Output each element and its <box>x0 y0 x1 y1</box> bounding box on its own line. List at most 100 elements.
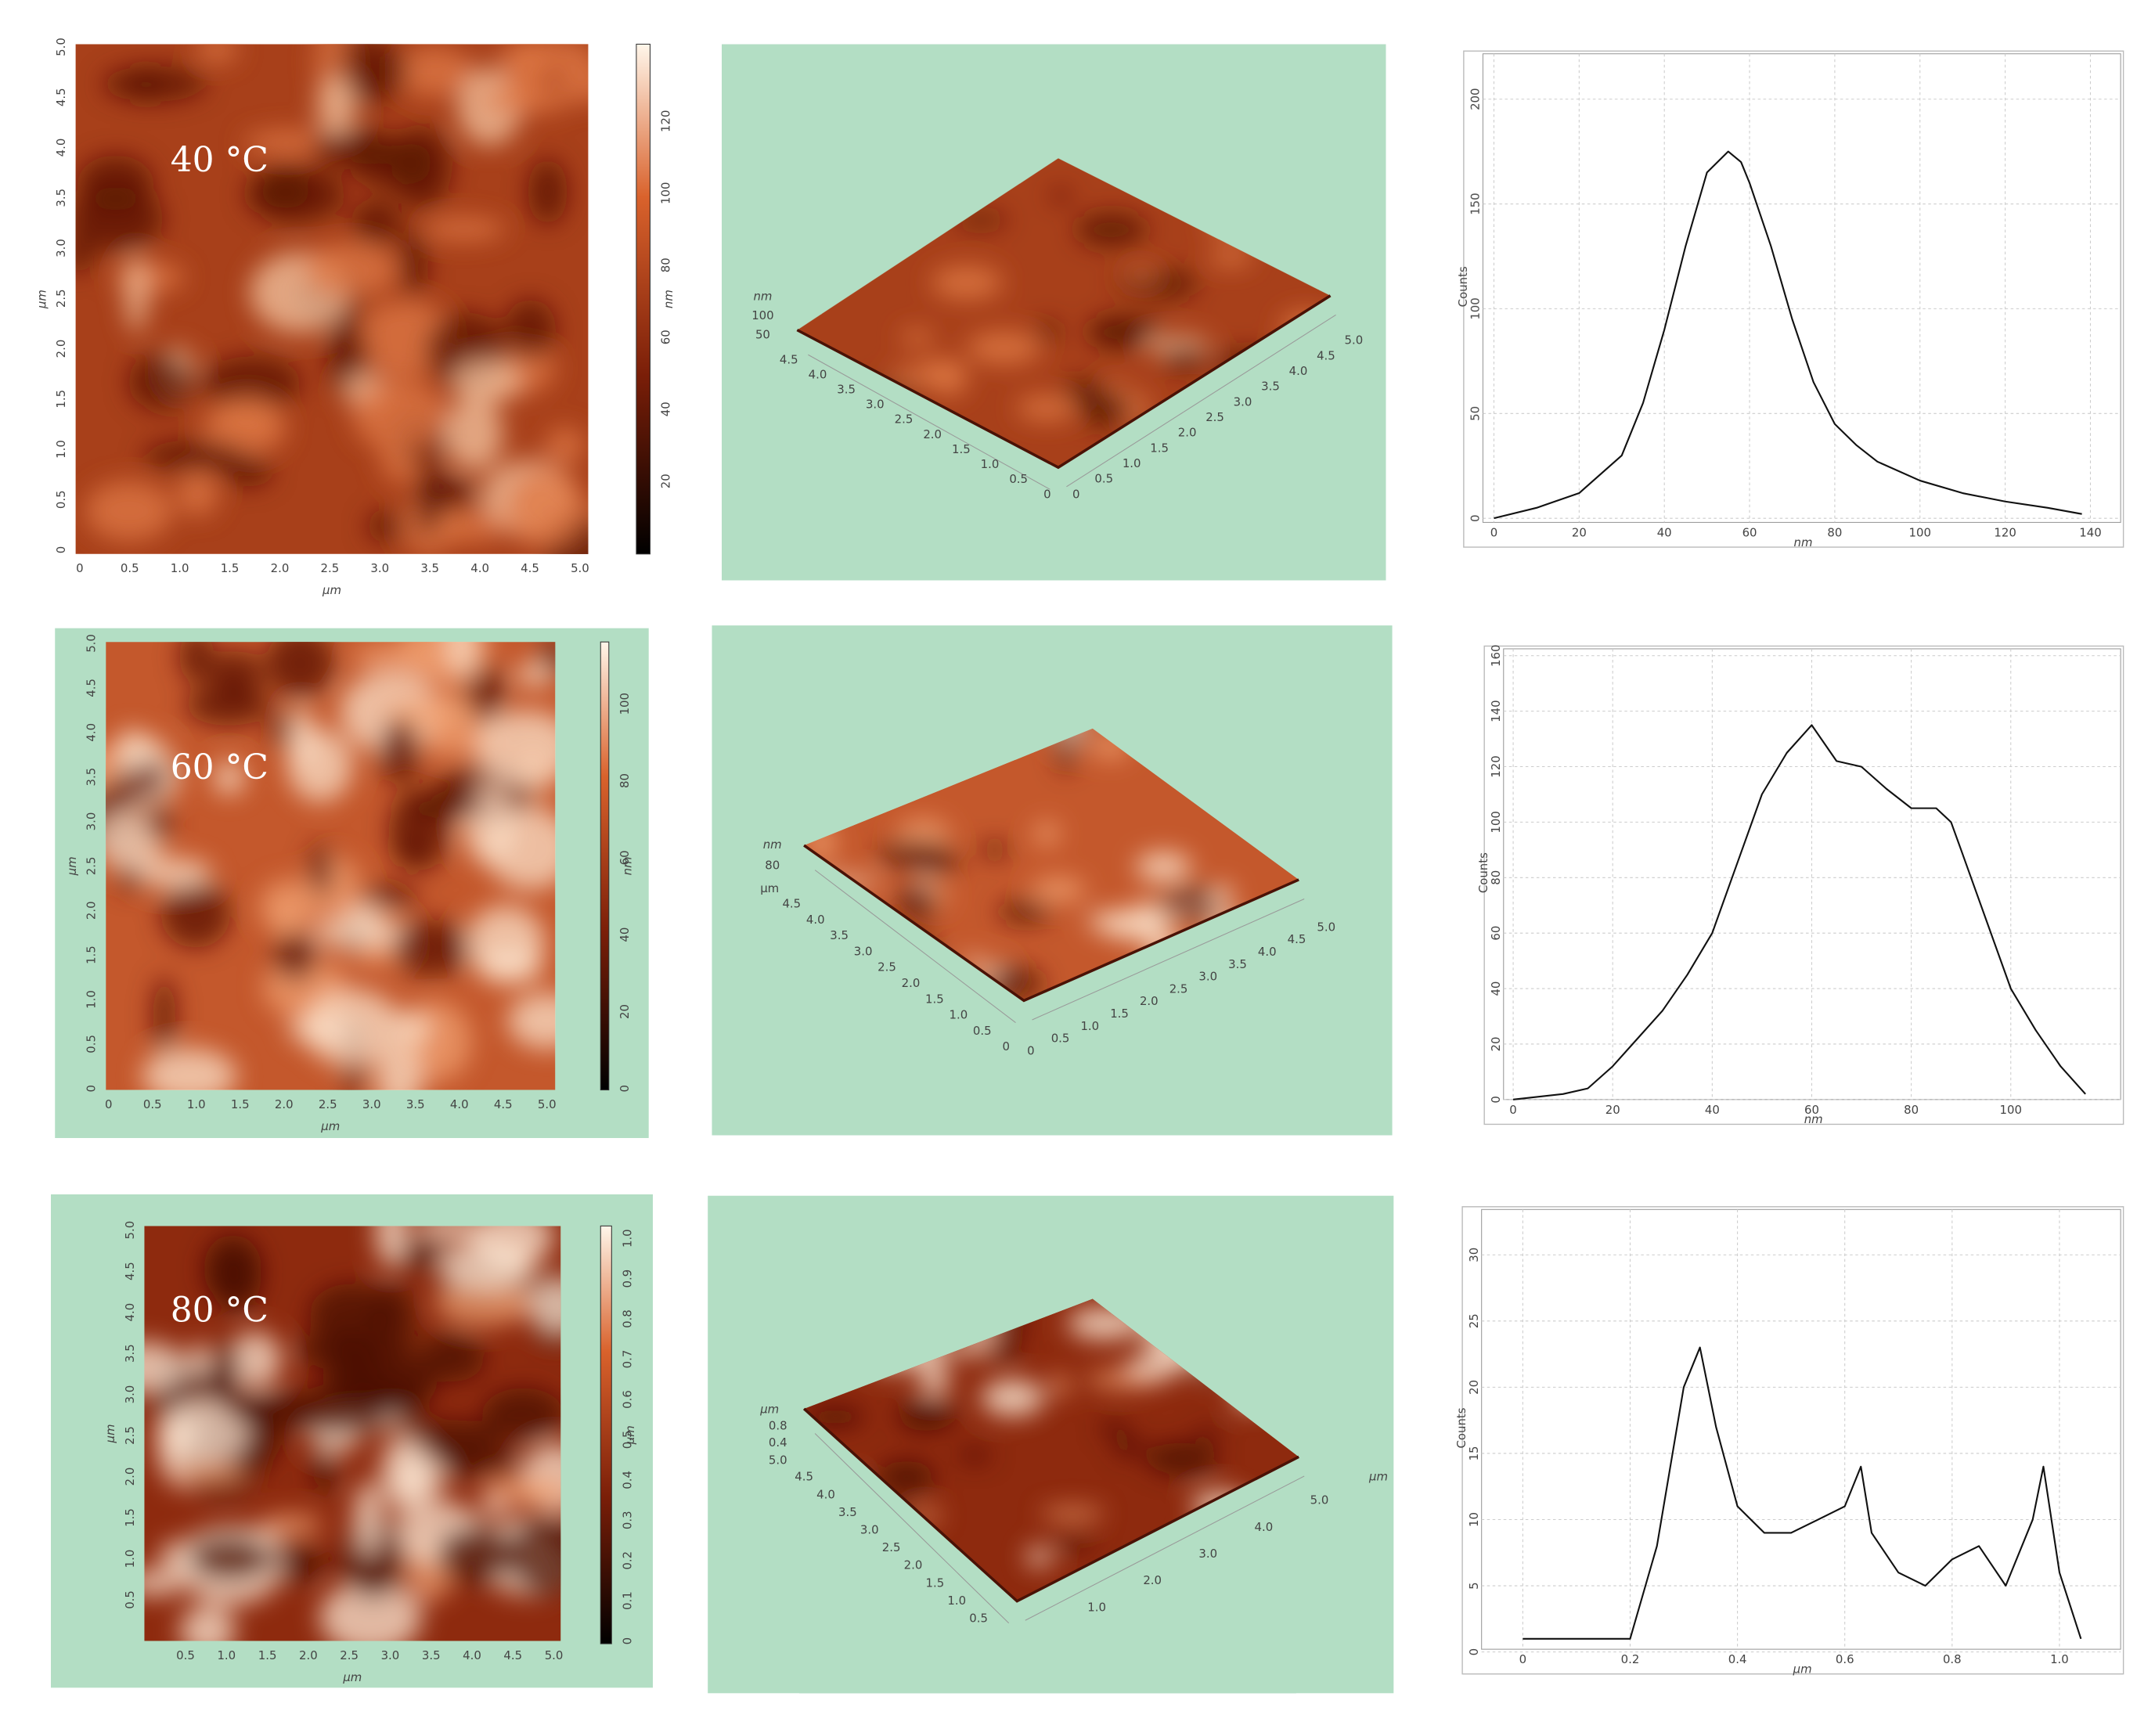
surface-blob <box>1035 321 1061 341</box>
surface-tick-label: 3.0 <box>860 1522 879 1536</box>
y-tick-label: 3.5 <box>54 189 68 207</box>
colorbar-tick-label: 100 <box>618 693 632 715</box>
surface-tick-label: 4.0 <box>1255 1520 1274 1534</box>
surface-blob <box>1076 213 1147 247</box>
y-tick-label: 3.0 <box>54 239 68 258</box>
surface-blob <box>1087 911 1144 932</box>
x-tick-label: 0.5 <box>143 1097 162 1111</box>
afm-blob <box>303 989 401 1067</box>
afm-blob <box>259 879 315 935</box>
afm-blob <box>516 662 553 687</box>
afm-blob <box>353 1481 384 1558</box>
y-tick-label: 60 <box>1489 926 1503 941</box>
y-tick-label: 2.0 <box>54 340 68 358</box>
surface-z-label: 5.0 <box>769 1453 787 1468</box>
afm-blob <box>229 1331 282 1388</box>
afm-blob <box>188 1343 212 1378</box>
afm-blob <box>557 62 589 103</box>
y-tick-label: 5.0 <box>123 1221 137 1240</box>
surface-tick-label: 2.0 <box>1178 426 1197 440</box>
y-tick-label: 0 <box>1489 1096 1503 1103</box>
afm-texture <box>75 44 589 554</box>
afm-blob <box>138 858 212 888</box>
surface-tick-label: 3.0 <box>1198 970 1217 984</box>
x-tick-label: 0 <box>105 1097 112 1111</box>
x-tick-label: 0 <box>1490 525 1497 539</box>
surface-blob <box>966 331 1042 365</box>
surface-blob <box>1016 395 1077 421</box>
colorbar-tick-label: 60 <box>618 850 632 865</box>
afm-blob <box>186 685 271 726</box>
colorbar-tick-label: 0.9 <box>620 1270 634 1288</box>
plot-area <box>1482 53 2121 523</box>
afm-blob <box>391 127 452 210</box>
temperature-label: 80 °C <box>171 1290 268 1330</box>
x-tick-label: 20 <box>1605 1103 1620 1117</box>
y-tick-label: 4.0 <box>54 139 68 157</box>
afm-texture <box>106 642 556 1090</box>
surface-tick-label: 1.0 <box>949 1008 968 1022</box>
x-tick-label: 60 <box>1804 1103 1819 1117</box>
surface-z-label: 50 <box>755 328 770 342</box>
surface-blob <box>1030 877 1087 902</box>
afm-blob <box>75 186 164 252</box>
surface-tick-label: 1.5 <box>1110 1007 1129 1021</box>
surface-blob <box>1057 740 1076 773</box>
y-tick-label: 5 <box>1467 1582 1481 1589</box>
x-tick-label: 1.0 <box>171 561 189 575</box>
colorbar-tick-label: 20 <box>618 1004 632 1019</box>
x-tick-label: 4.0 <box>450 1097 469 1111</box>
x-tick-label: 80 <box>1904 1103 1919 1117</box>
y-tick-label: 0 <box>1467 1648 1481 1655</box>
surface-blob <box>957 1448 992 1462</box>
afm-blob <box>398 1420 503 1457</box>
afm-blob <box>85 481 173 542</box>
surface-tick-label: 3.5 <box>1261 380 1280 394</box>
afm-blob <box>507 992 556 1050</box>
colorbar-tick-label: 0.8 <box>620 1309 634 1328</box>
afm-blob <box>187 1534 272 1582</box>
axis-line <box>808 354 1050 490</box>
y-tick-label: 4.0 <box>123 1303 137 1322</box>
surface-tick-label: 1.0 <box>1087 1600 1106 1614</box>
afm-blob <box>309 841 333 897</box>
surface-tick-label: 4.5 <box>795 1470 813 1484</box>
x-tick-label: 0.5 <box>176 1648 195 1662</box>
y-tick-label: 5.0 <box>85 634 99 653</box>
y-tick-label: 1.0 <box>54 440 68 459</box>
y-tick-label: 30 <box>1467 1248 1481 1262</box>
afm-blob <box>157 1399 250 1464</box>
afm-blob <box>451 360 521 404</box>
surface-blob <box>1100 1421 1129 1435</box>
x-tick-label: 0.6 <box>1836 1652 1854 1666</box>
histogram-line <box>1523 1346 2082 1640</box>
x-axis-label: nm <box>1794 535 1813 549</box>
x-tick-label: 3.5 <box>422 1648 441 1662</box>
y-axis-label: µm <box>34 290 49 309</box>
surface-z-label: 80 <box>765 858 780 872</box>
afm-blob <box>482 1388 561 1440</box>
x-tick-label: 0.8 <box>1943 1652 1962 1666</box>
x-axis-label: nm <box>1804 1112 1823 1126</box>
colorbar-tick-label: 80 <box>618 773 632 788</box>
afm-blob <box>380 1434 427 1511</box>
y-tick-label: 4.0 <box>85 723 99 742</box>
surface-blob <box>1053 1537 1097 1549</box>
x-tick-label: 2.5 <box>319 1097 337 1111</box>
x-axis-label: µm <box>342 1670 362 1684</box>
surface-tick-label: 0.5 <box>1094 472 1113 486</box>
afm-blob <box>392 919 470 977</box>
surface-tick-label: 5.0 <box>1317 920 1335 934</box>
axis-line <box>1032 899 1305 1021</box>
afm-map <box>144 1226 561 1641</box>
colorbar-tick-label: 120 <box>659 110 673 132</box>
x-tick-label: 120 <box>1994 525 2016 539</box>
x-tick-label: 5.0 <box>571 561 589 575</box>
colorbar-tick-label: 0.3 <box>620 1511 634 1529</box>
afm-blob <box>142 1048 237 1090</box>
colorbar-tick-label: 0 <box>618 1085 632 1092</box>
x-tick-label: 4.5 <box>503 1648 522 1662</box>
surface-tick-label: 0.5 <box>973 1024 992 1038</box>
surface-tick-label: 5.0 <box>1310 1493 1329 1507</box>
